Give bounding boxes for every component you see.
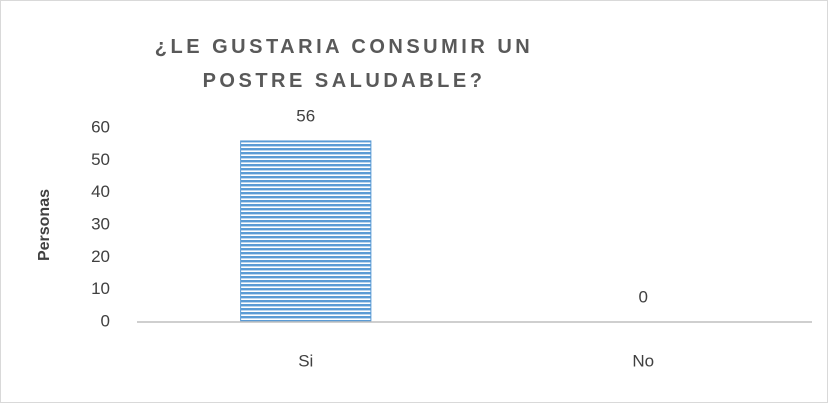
chart-title: ¿LE GUSTARIA CONSUMIR UN POSTRE SALUDABL… [154,36,534,92]
x-tick-label: No [632,351,654,370]
y-tick-label: 20 [91,247,110,266]
data-label: 56 [296,106,315,125]
data-label: 0 [639,287,648,306]
y-tick-label: 0 [101,311,110,330]
y-tick-label: 10 [91,279,110,298]
y-tick-label: 60 [91,117,110,136]
x-tick-label: Si [298,351,313,370]
bar [240,140,372,323]
y-tick-label: 40 [91,182,110,201]
y-tick-label: 30 [91,214,110,233]
y-axis-label: Personas [36,189,53,261]
y-tick-label: 50 [91,150,110,169]
